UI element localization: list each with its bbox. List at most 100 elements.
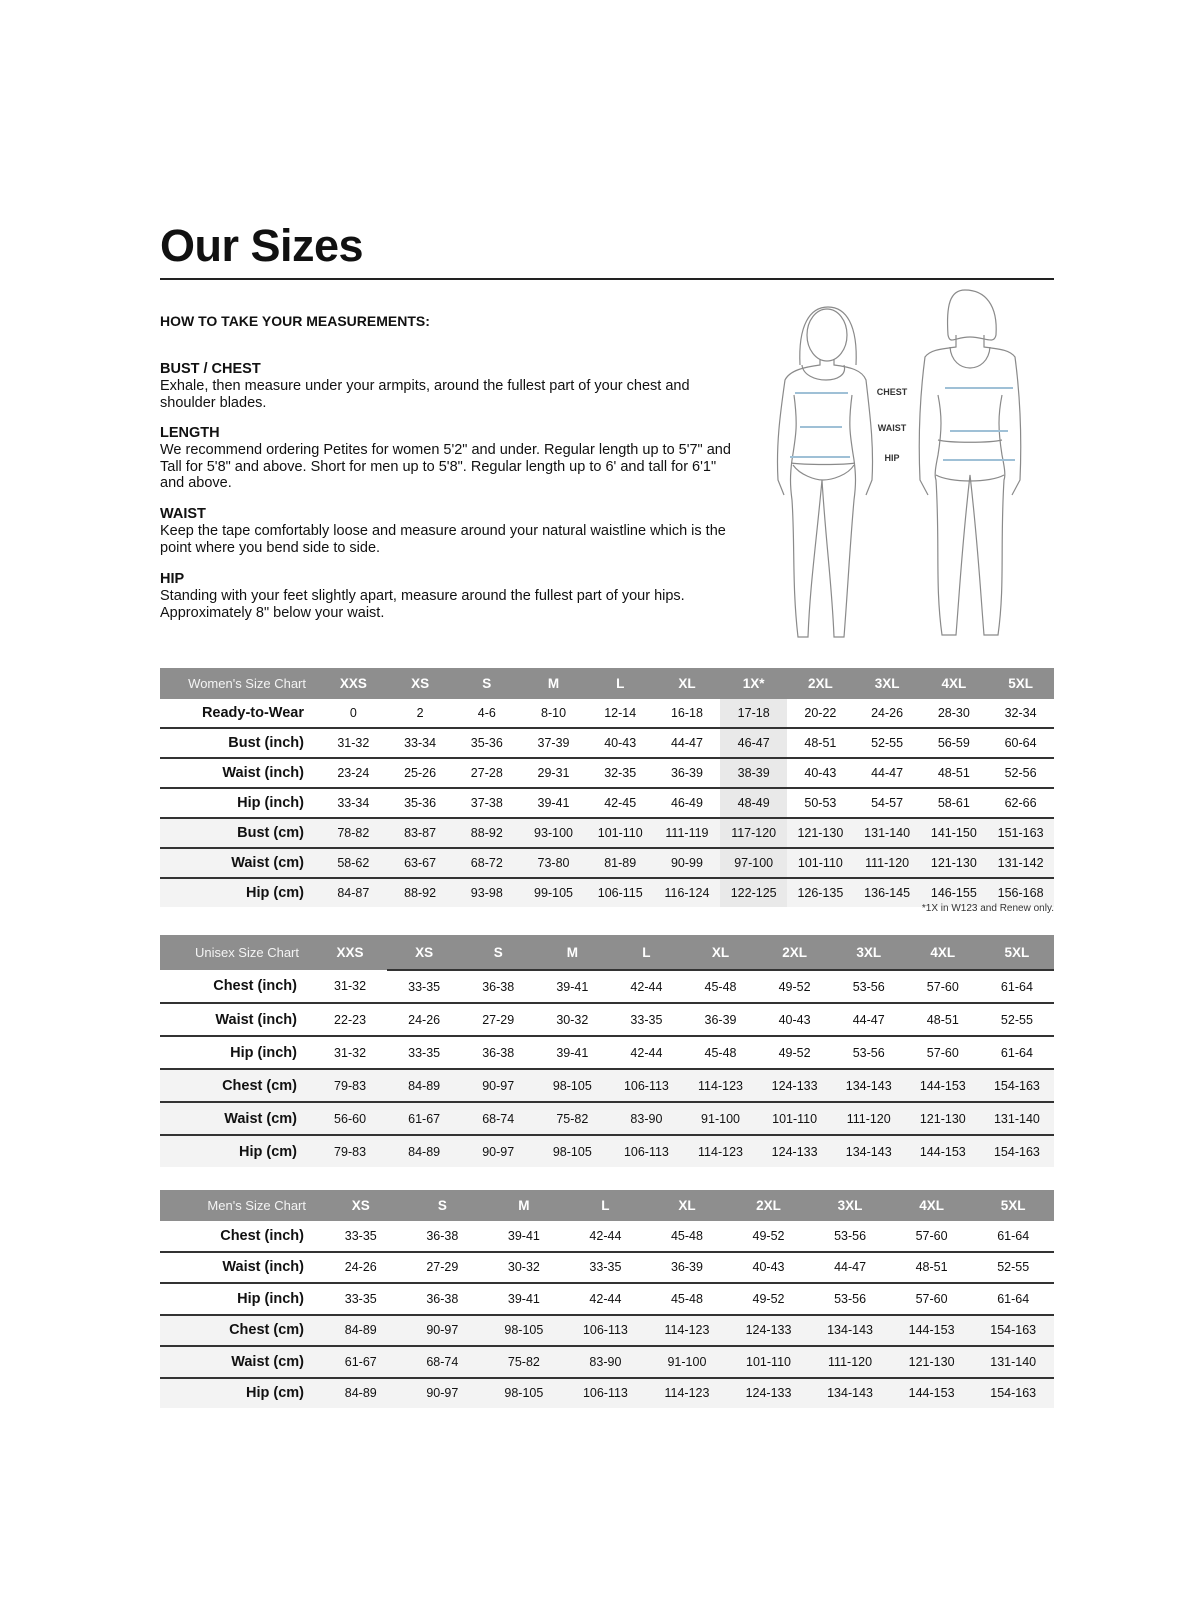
- row-label: Waist (cm): [160, 1101, 313, 1135]
- size-header: 4XL: [905, 935, 980, 971]
- table-cell: 24-26: [387, 1002, 462, 1036]
- table-cell: 42-44: [630, 979, 663, 994]
- table-cell: 106-113: [564, 1313, 647, 1346]
- row-label: Hip (inch): [160, 1282, 320, 1315]
- table-row: Bust (cm) 78-82 83-87 88-92 93-100 101-110 111…: [160, 817, 1054, 848]
- table-cell: 31-32: [313, 1035, 388, 1069]
- table-cell: 39-41: [520, 787, 587, 818]
- table-cell: 75-82: [535, 1101, 610, 1135]
- row-label: Waist (cm): [160, 847, 320, 878]
- table-cell: 61-64: [972, 1282, 1054, 1315]
- table-cell: 40-43: [727, 1250, 810, 1283]
- table-cell: 33-35: [408, 979, 441, 994]
- table-cell: 49-52: [727, 1282, 810, 1315]
- size-header: XL: [653, 668, 721, 699]
- section-heading: HIP: [160, 571, 185, 587]
- section-text: Exhale, then measure under your armpits,…: [160, 378, 690, 411]
- size-header: XS: [387, 935, 462, 971]
- table-cell: 52-55: [979, 1002, 1054, 1036]
- table-cell: 53-56: [852, 979, 885, 994]
- table-row: Waist (cm) 56-60 61-67 68-74 75-82 83-90 91-10…: [160, 1101, 1054, 1135]
- size-header: 3XL: [853, 668, 921, 699]
- table-cell: 32-34: [1004, 706, 1037, 720]
- size-header: 4XL: [890, 1190, 973, 1221]
- table-cell: 45-48: [670, 1228, 703, 1243]
- row-label: Chest (inch): [213, 978, 297, 994]
- table-cell: 44-47: [853, 757, 921, 788]
- table-cell: 84-89: [387, 1134, 462, 1167]
- table-cell: 48-51: [920, 757, 988, 788]
- title-divider: [160, 278, 1054, 280]
- size-header: M: [535, 935, 610, 971]
- size-header: XL: [683, 935, 758, 971]
- table-cell: 16-18: [670, 706, 703, 720]
- chart-title: Unisex Size Chart: [160, 935, 313, 970]
- table-cell: 20-22: [804, 706, 837, 720]
- table-cell: 68-74: [461, 1101, 536, 1135]
- table-cell: 101-110: [586, 817, 654, 848]
- table-cell: 48-51: [905, 1002, 980, 1036]
- table-cell: 27-29: [461, 1002, 536, 1036]
- table-cell: 61-64: [997, 1228, 1030, 1243]
- row-label: Ready-to-Wear: [201, 705, 304, 721]
- table-cell: 101-110: [787, 847, 854, 878]
- table-cell: 154-163: [972, 1313, 1054, 1346]
- table-cell: 61-64: [1000, 979, 1033, 994]
- footnote: *1X in W123 and Renew only.: [921, 903, 1054, 914]
- table-cell: 27-28: [453, 757, 521, 788]
- table-cell: 84-89: [387, 1068, 462, 1102]
- table-cell: 44-47: [831, 1002, 906, 1036]
- size-header: 2XL: [787, 668, 854, 699]
- table-cell: 30-32: [535, 1002, 610, 1036]
- table-cell: 84-89: [320, 1313, 402, 1346]
- table-cell: 53-56: [834, 1228, 867, 1243]
- table-row: Bust (inch) 31-32 33-34 35-36 37-39 40-43 44-4…: [160, 727, 1054, 758]
- size-header: 4XL: [920, 668, 988, 699]
- table-cell: 4-6: [477, 706, 496, 720]
- table-row: Waist (cm) 61-67 68-74 75-82 83-90 91-100 101-…: [160, 1345, 1054, 1378]
- table-cell: 45-48: [683, 1035, 758, 1069]
- womens-size-chart: Women's Size Chart XXS XS S M L XL 1X* 2XL 3XL 4XL…: [160, 668, 1054, 907]
- table-cell: 144-153: [905, 1068, 980, 1102]
- table-cell: 31-32: [320, 727, 387, 758]
- table-cell: 35-36: [453, 727, 521, 758]
- table-cell: 131-140: [979, 1101, 1054, 1135]
- table-row: Chest (cm) 84-89 90-97 98-105 106-113 114-123…: [160, 1313, 1054, 1346]
- table-cell: 39-41: [483, 1282, 565, 1315]
- table-cell: 101-110: [757, 1101, 832, 1135]
- table-cell: 62-66: [987, 787, 1054, 818]
- hip-label: HIP: [884, 453, 899, 463]
- table-cell: 60-64: [987, 727, 1054, 758]
- table-cell: 144-153: [890, 1376, 973, 1408]
- table-cell: 79-83: [313, 1068, 388, 1102]
- table-row: Chest (cm) 79-83 84-89 90-97 98-105 106-113 11…: [160, 1068, 1054, 1102]
- table-cell: 37-39: [520, 727, 587, 758]
- section-text: Keep the tape comfortably loose and meas…: [160, 523, 726, 556]
- table-row: Waist (inch) 22-23 24-26 27-29 30-32 33-35 36-…: [160, 1002, 1054, 1036]
- table-cell: 144-153: [905, 1134, 980, 1167]
- measurements-heading: HOW TO TAKE YOUR MEASUREMENTS:: [160, 313, 430, 329]
- table-cell: 61-67: [387, 1101, 462, 1135]
- page-title: Our Sizes: [160, 220, 364, 271]
- table-cell: 106-113: [609, 1134, 684, 1167]
- table-cell: 134-143: [809, 1376, 891, 1408]
- row-label: Waist (inch): [160, 1002, 313, 1036]
- size-header: S: [453, 668, 521, 699]
- table-row: Waist (inch) 24-26 27-29 30-32 33-35 36-39 40-…: [160, 1250, 1054, 1283]
- table-cell: 57-60: [905, 1035, 980, 1069]
- table-cell: 93-100: [520, 817, 587, 848]
- table-cell: 111-120: [853, 847, 921, 878]
- table-cell: 90-97: [461, 1134, 536, 1167]
- table-cell: 8-10: [541, 706, 567, 720]
- table-cell: 101-110: [727, 1345, 810, 1378]
- table-cell: 40-43: [757, 1002, 832, 1036]
- table-cell: 39-41: [535, 1035, 610, 1069]
- table-cell: 111-120: [809, 1345, 891, 1378]
- table-cell: 68-72: [453, 847, 521, 878]
- table-cell: 68-74: [401, 1345, 484, 1378]
- table-cell: 134-143: [831, 1134, 906, 1167]
- table-cell: 131-142: [987, 847, 1054, 878]
- size-header: M: [483, 1190, 565, 1221]
- table-cell: 39-41: [556, 979, 589, 994]
- row-label: Waist (inch): [160, 1250, 320, 1283]
